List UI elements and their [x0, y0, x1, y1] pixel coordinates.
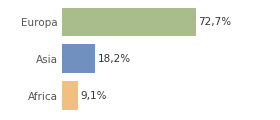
Text: 18,2%: 18,2% — [97, 54, 130, 64]
Bar — [62, 81, 78, 110]
Bar — [62, 8, 196, 36]
Text: 72,7%: 72,7% — [198, 17, 231, 27]
Bar — [62, 44, 95, 73]
Text: 9,1%: 9,1% — [81, 91, 107, 101]
